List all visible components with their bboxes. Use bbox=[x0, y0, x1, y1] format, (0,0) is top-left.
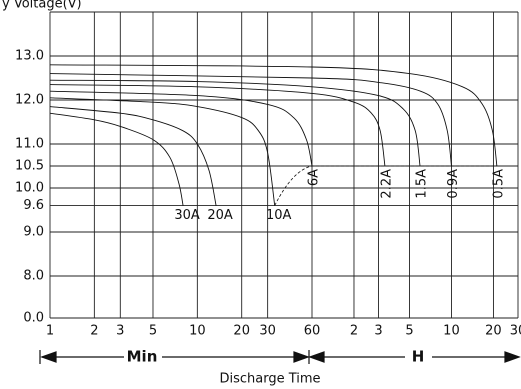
y-tick-label: 12.0 bbox=[15, 93, 44, 108]
series-label: 0.5A bbox=[491, 169, 506, 199]
series-label: 10A bbox=[266, 208, 292, 223]
y-tick-label: 9.0 bbox=[23, 225, 44, 240]
x-axis-title: Discharge Time bbox=[219, 372, 320, 387]
x-tick-label: 2 bbox=[350, 324, 358, 339]
y-axis-title: y Voltage(V) bbox=[2, 0, 82, 12]
minutes-unit: Min bbox=[127, 348, 158, 366]
arrow-head bbox=[293, 351, 310, 363]
hours-unit: H bbox=[412, 348, 425, 366]
x-tick-label: 60 bbox=[304, 324, 321, 339]
arrow-head bbox=[40, 351, 57, 363]
discharge-curve bbox=[49, 97, 276, 206]
x-tick-label: 10 bbox=[189, 324, 206, 339]
y-tick-label: 9.6 bbox=[23, 198, 44, 213]
x-tick-label: 1 bbox=[46, 324, 54, 339]
discharge-curve bbox=[49, 64, 498, 167]
x-tick-label: 3 bbox=[116, 324, 124, 339]
unit-arrows bbox=[39, 350, 521, 364]
discharge-curve bbox=[49, 106, 217, 206]
x-tick-label: 30 bbox=[510, 324, 521, 339]
series-label: 1.5A bbox=[415, 169, 430, 199]
series-label: 2.2A bbox=[379, 169, 394, 199]
x-tick-label: 2 bbox=[90, 324, 98, 339]
series-label: 6A bbox=[307, 169, 322, 186]
discharge-curve bbox=[49, 79, 421, 167]
y-tick-label: 10.5 bbox=[15, 159, 44, 174]
discharge-curve bbox=[49, 112, 184, 206]
x-tick-label: 30 bbox=[259, 324, 276, 339]
x-tick-label: 5 bbox=[405, 324, 413, 339]
arrow-head bbox=[308, 351, 325, 363]
discharge-curve bbox=[49, 84, 386, 167]
series-label: 0.9A bbox=[446, 169, 461, 199]
discharge-curve bbox=[49, 90, 313, 167]
y-tick-label: 11.0 bbox=[15, 137, 44, 152]
arrow-head bbox=[504, 351, 521, 363]
y-tick-label: 13.0 bbox=[15, 49, 44, 64]
x-tick-label: 10 bbox=[443, 324, 460, 339]
x-tick-label: 20 bbox=[485, 324, 502, 339]
x-tick-label: 20 bbox=[233, 324, 250, 339]
y-tick-label: 8.0 bbox=[23, 269, 44, 284]
discharge-curve bbox=[49, 73, 452, 167]
y-tick-label: 10.0 bbox=[15, 181, 44, 196]
y-tick-label: 0.0 bbox=[23, 311, 44, 326]
series-label: 20A bbox=[207, 208, 233, 223]
x-tick-label: 5 bbox=[149, 324, 157, 339]
series-label: 30A bbox=[174, 208, 200, 223]
x-tick-label: 3 bbox=[374, 324, 382, 339]
